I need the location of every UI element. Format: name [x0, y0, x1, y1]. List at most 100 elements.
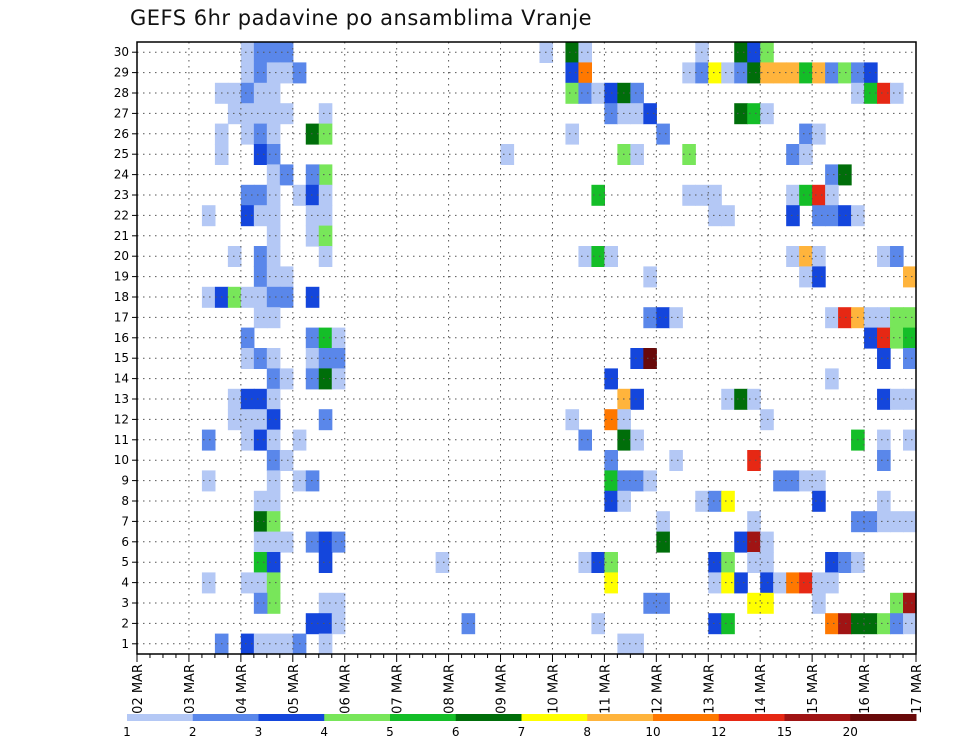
- colorbar-swatch: [390, 714, 457, 721]
- heatmap-cell: [266, 144, 281, 165]
- x-tick-label: 14 MAR: [754, 664, 769, 714]
- heatmap-cell: [253, 42, 268, 63]
- heatmap-cell: [240, 123, 255, 145]
- heatmap-cell: [721, 613, 735, 635]
- heatmap-cell: [838, 62, 852, 84]
- heatmap-cell: [253, 123, 268, 145]
- heatmap-cell: [903, 266, 917, 288]
- heatmap-cell: [747, 592, 761, 614]
- heatmap-cell: [266, 450, 281, 471]
- heatmap-cell: [253, 103, 268, 125]
- heatmap-cell: [227, 286, 242, 308]
- y-tick-label: 6: [121, 535, 129, 549]
- colorbar-swatch: [192, 714, 259, 721]
- heatmap-cell: [318, 205, 333, 227]
- heatmap-cell: [565, 409, 580, 431]
- heatmap-cell: [266, 490, 281, 512]
- heatmap-cell: [266, 307, 281, 329]
- heatmap-cell: [825, 613, 839, 635]
- y-tick-label: 30: [114, 45, 129, 59]
- x-tick-label: 11 MAR: [598, 664, 613, 714]
- heatmap-cell: [838, 205, 852, 227]
- heatmap-cell: [500, 144, 515, 165]
- heatmap-cell: [721, 62, 735, 84]
- x-tick-label: 16 MAR: [858, 664, 873, 714]
- heatmap-cell: [305, 205, 320, 227]
- heatmap-cell: [318, 164, 333, 186]
- heatmap-cell: [318, 531, 333, 553]
- heatmap-cell: [279, 62, 294, 84]
- heatmap-cell: [591, 552, 605, 573]
- heatmap-cell: [240, 103, 255, 125]
- y-tick-label: 27: [114, 106, 129, 120]
- heatmap-cell: [591, 246, 605, 267]
- y-tick-label: 23: [114, 188, 129, 202]
- heatmap-cell: [266, 348, 281, 369]
- heatmap-cell: [266, 531, 281, 553]
- y-tick-label: 22: [114, 208, 129, 222]
- heatmap-cell: [253, 266, 268, 288]
- heatmap-cell: [812, 266, 826, 288]
- heatmap-cell: [630, 429, 644, 451]
- x-axis: 02 MAR 03 MAR 04 MAR 05 MAR 06 MAR 07 MAR 08 M…: [131, 654, 925, 714]
- heatmap-cell: [201, 470, 216, 492]
- heatmap-cell: [786, 144, 800, 165]
- heatmap-cell: [305, 368, 320, 390]
- heatmap-cell: [565, 123, 580, 145]
- heatmap-cell: [578, 246, 593, 267]
- y-tick-label: 11: [114, 433, 129, 447]
- heatmap-cell: [890, 388, 904, 410]
- heatmap-cell: [578, 42, 593, 63]
- heatmap-cell: [786, 205, 800, 227]
- heatmap-cell: [877, 307, 891, 329]
- heatmap-cell: [331, 368, 346, 390]
- heatmap-cell: [903, 388, 917, 410]
- heatmap-cell: [630, 144, 644, 165]
- heatmap-cell: [266, 62, 281, 84]
- heatmap-cell: [825, 184, 839, 206]
- heatmap-cell: [877, 450, 891, 471]
- heatmap-cell: [877, 327, 891, 349]
- heatmap-cell: [890, 613, 904, 635]
- heatmap-cell: [825, 164, 839, 186]
- heatmap-cell: [318, 552, 333, 573]
- heatmap-cell: [318, 368, 333, 390]
- heatmap-cell: [708, 552, 722, 573]
- heatmap-cell: [266, 409, 281, 431]
- heatmap-cell: [305, 327, 320, 349]
- heatmap-cell: [812, 592, 826, 614]
- colorbar: 1 2 3 4 5 6 7 8 10 12 15 20: [123, 714, 917, 739]
- heatmap-cell: [266, 633, 281, 655]
- heatmap-cell: [643, 266, 657, 288]
- heatmap-cell: [864, 307, 878, 329]
- heatmap-cell: [799, 144, 813, 165]
- heatmap-cell: [656, 307, 670, 329]
- heatmap-cell: [240, 42, 255, 63]
- y-tick-label: 12: [114, 412, 129, 426]
- heatmap-cell: [266, 246, 281, 267]
- heatmap-cell: [708, 205, 722, 227]
- heatmap-cell: [760, 531, 774, 553]
- heatmap-cell: [305, 123, 320, 145]
- heatmap-cell: [305, 164, 320, 186]
- colorbar-label: 2: [189, 725, 197, 739]
- heatmap-cell: [240, 82, 255, 104]
- heatmap-cell: [240, 205, 255, 227]
- heatmap-cell: [877, 613, 891, 635]
- heatmap-cell: [812, 205, 826, 227]
- heatmap-cell: [240, 388, 255, 410]
- heatmap-cell: [799, 572, 813, 594]
- heatmap-cell: [318, 592, 333, 614]
- heatmap-cell: [643, 307, 657, 329]
- heatmap-cell: [747, 511, 761, 533]
- heatmap-cell: [643, 348, 657, 369]
- x-tick-label: 07 MAR: [391, 664, 406, 714]
- heatmap-cell: [331, 613, 346, 635]
- y-tick-label: 9: [121, 474, 129, 488]
- colorbar-label: 10: [645, 725, 660, 739]
- heatmap-cell: [903, 327, 917, 349]
- heatmap-cell: [318, 348, 333, 369]
- heatmap-cell: [643, 592, 657, 614]
